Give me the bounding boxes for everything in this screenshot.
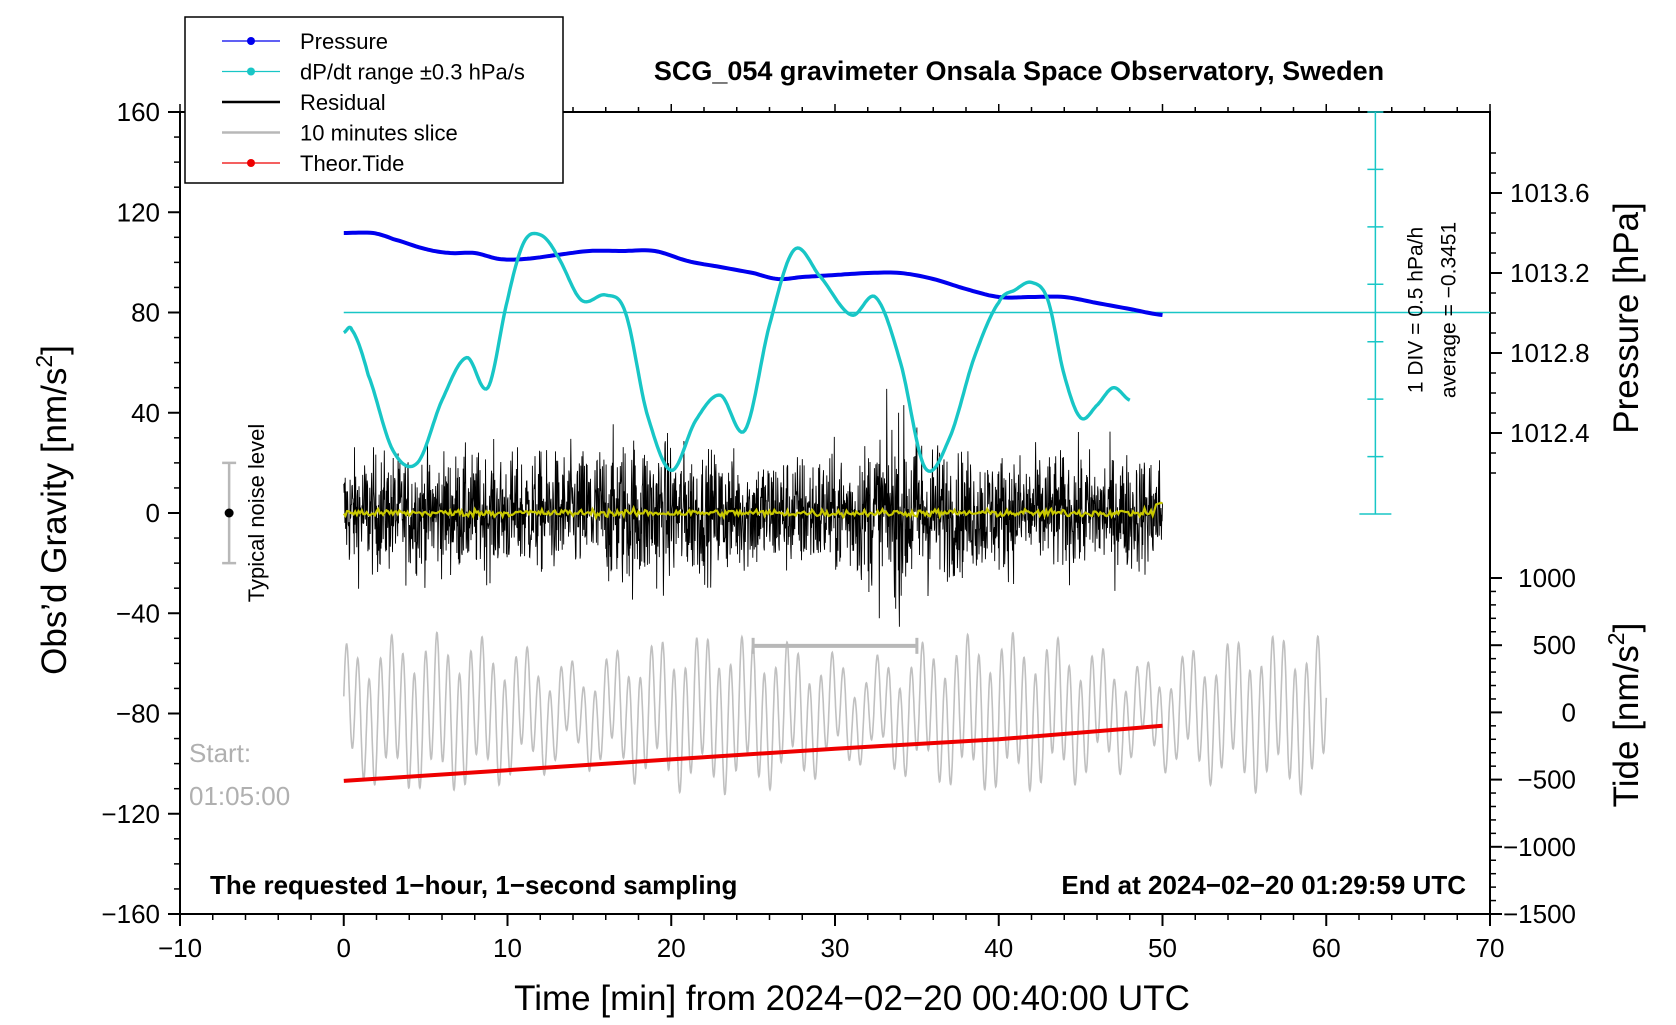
x-tick-label: −10 (158, 933, 202, 963)
end-note: End at 2024−02−20 01:29:59 UTC (1061, 870, 1466, 900)
legend-box (184, 16, 564, 184)
legend-marker (247, 159, 255, 167)
y-tick-label: 160 (117, 97, 160, 127)
y-tick-label: 80 (131, 298, 160, 328)
y-tick-label: −80 (116, 699, 160, 729)
tide-tick-label: −1000 (1503, 832, 1576, 862)
pressure-tick-label: 1012.8 (1510, 338, 1590, 368)
data-series (342, 230, 1163, 783)
x-axis-title: Time [min] from 2024−02−20 00:40:00 UTC (514, 979, 1190, 1018)
tide-tick-label: 500 (1533, 630, 1576, 660)
start-label: Start: (189, 738, 251, 768)
pressure-axis-title: Pressure [hPa] (1607, 202, 1646, 434)
scale-bar-div-label: 1 DIV = 0.5 hPa/h (1404, 227, 1427, 393)
series-line-pressure (343, 230, 1163, 317)
slice-series (343, 631, 1328, 796)
start-time: 01:05:00 (189, 781, 290, 811)
legend-marker (247, 37, 255, 45)
tide-tick-label: −1500 (1503, 899, 1576, 929)
y-tick-label: 40 (131, 398, 160, 428)
residual-smoothed-trace (342, 501, 1163, 521)
residual-trace (343, 388, 1163, 627)
legend-label: Residual (300, 90, 386, 115)
legend-marker (247, 67, 255, 76)
x-tick-label: 40 (984, 933, 1013, 963)
residual-series (342, 388, 1163, 627)
x-tick-label: 20 (657, 933, 686, 963)
x-tick-label: 10 (493, 933, 522, 963)
noise-indicator: Typical noise level (222, 424, 269, 603)
noise-label: Typical noise level (244, 424, 269, 603)
legend-label: Pressure (300, 29, 388, 54)
pressure-tick-label: 1013.2 (1510, 258, 1590, 288)
chart-title: SCG_054 gravimeter Onsala Space Observat… (654, 56, 1384, 86)
x-tick-label: 60 (1312, 933, 1341, 963)
requested-note: The requested 1−hour, 1−second sampling (210, 870, 737, 900)
x-tick-label: 50 (1148, 933, 1177, 963)
legend-label: 10 minutes slice (300, 121, 458, 146)
slice-trace (343, 631, 1328, 796)
tide-tick-label: 1000 (1518, 563, 1576, 593)
y-tick-label: 0 (146, 498, 160, 528)
left-axis-title: Obs’d Gravity [nm/s2] (31, 345, 74, 675)
axes: −10 0 10 20 30 40 50 60 70 160 120 80 40 0 −40 −80 −120 −… (101, 97, 1589, 963)
pressure-tick-label: 1012.4 (1510, 418, 1590, 448)
y-tick-label: −120 (101, 799, 160, 829)
tide-tick-label: 0 (1562, 697, 1576, 727)
scale-bar-average-label: average = −0.3451 (1437, 222, 1460, 398)
tide-tick-label: −500 (1517, 765, 1576, 795)
legend: Pressure dP/dt range ±0.3 hPa/s Residual 10… (184, 16, 564, 184)
series-line-dp-dt-range-hpa-s (342, 231, 1131, 474)
pressure-scale-bar: 1 DIV = 0.5 hPa/h average = −0.3451 (1359, 111, 1460, 515)
tide-axis-title: Tide [nm/s2] (1603, 623, 1646, 808)
noise-center-dot (224, 508, 234, 518)
legend-label: Theor.Tide (300, 151, 404, 176)
pressure-tick-label: 1013.6 (1510, 178, 1590, 208)
x-tick-label: 0 (337, 933, 351, 963)
y-tick-label: −40 (116, 598, 160, 628)
y-tick-label: −160 (101, 899, 160, 929)
y-tick-label: 120 (117, 197, 160, 227)
x-tick-label: 70 (1476, 933, 1505, 963)
x-tick-label: 30 (821, 933, 850, 963)
series-line-theor-tide (343, 723, 1163, 783)
legend-label: dP/dt range ±0.3 hPa/s (300, 60, 525, 85)
